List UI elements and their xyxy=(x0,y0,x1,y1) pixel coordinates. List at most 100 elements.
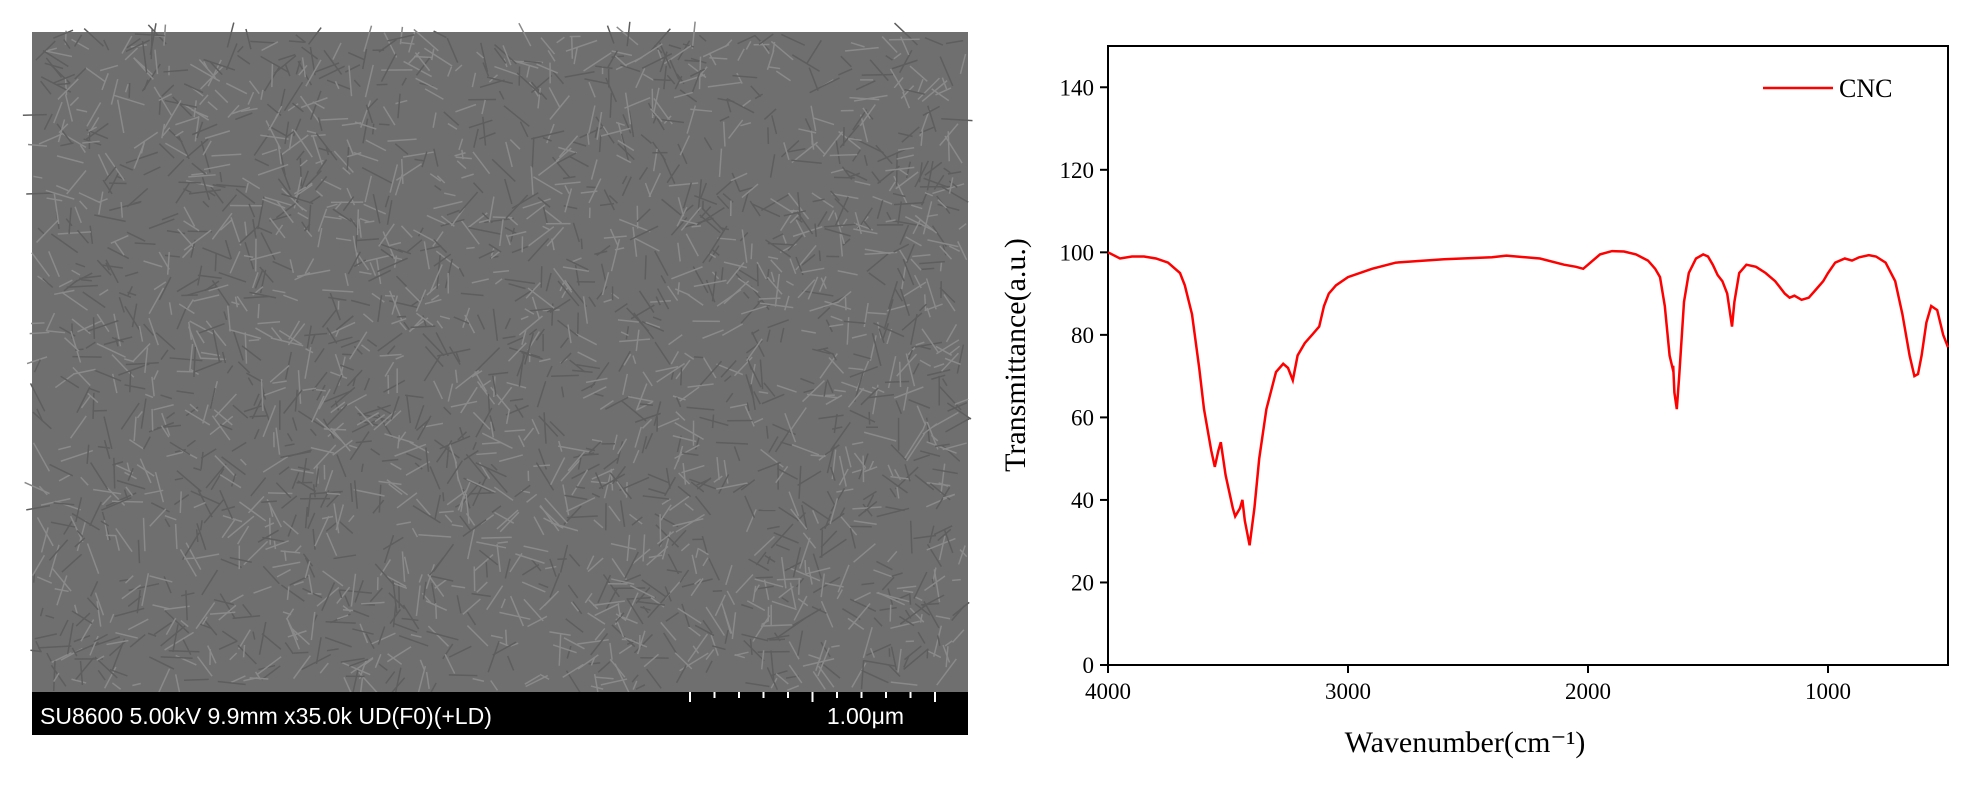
fiber xyxy=(823,381,828,397)
fiber xyxy=(218,640,238,651)
fiber xyxy=(102,179,113,195)
fiber xyxy=(259,269,267,294)
fiber xyxy=(230,675,246,684)
fiber xyxy=(502,45,512,66)
fiber xyxy=(496,544,502,572)
fiber xyxy=(941,77,948,90)
fiber xyxy=(834,197,849,213)
fiber xyxy=(564,188,573,213)
fiber xyxy=(126,462,131,472)
fiber xyxy=(333,150,354,173)
fiber xyxy=(218,271,247,283)
fiber xyxy=(887,664,901,678)
fiber xyxy=(926,441,957,454)
fiber xyxy=(923,294,927,311)
fiber xyxy=(155,332,176,351)
fiber xyxy=(93,488,122,495)
fiber xyxy=(684,59,700,63)
fiber xyxy=(679,451,699,456)
fiber xyxy=(138,325,144,342)
fiber xyxy=(200,448,217,459)
fiber xyxy=(424,345,444,368)
fiber xyxy=(839,507,846,516)
fiber xyxy=(730,172,748,182)
fiber xyxy=(817,660,841,679)
fiber xyxy=(518,353,525,387)
fiber xyxy=(845,169,868,181)
fiber xyxy=(160,625,186,647)
fiber xyxy=(498,219,504,247)
fiber xyxy=(820,529,824,558)
fiber xyxy=(422,333,445,357)
fiber xyxy=(670,350,680,365)
fiber xyxy=(42,50,69,68)
fiber xyxy=(766,329,771,342)
fiber xyxy=(514,404,524,418)
fiber xyxy=(54,587,69,593)
fiber xyxy=(429,466,441,490)
fiber xyxy=(112,94,145,106)
fiber xyxy=(770,40,794,61)
fiber xyxy=(551,69,565,85)
fiber xyxy=(435,332,449,357)
fiber xyxy=(598,473,626,490)
fiber xyxy=(161,212,179,221)
fiber xyxy=(322,570,344,587)
fiber xyxy=(79,144,86,153)
fiber xyxy=(686,105,697,134)
fiber xyxy=(939,287,956,304)
fiber xyxy=(726,262,745,285)
fiber xyxy=(219,490,234,519)
fiber xyxy=(819,538,847,559)
fiber xyxy=(682,43,695,48)
fiber xyxy=(798,128,817,134)
fiber xyxy=(361,254,394,263)
fiber xyxy=(97,669,106,681)
fiber xyxy=(560,352,572,365)
fiber xyxy=(503,105,530,127)
fiber xyxy=(523,427,535,441)
fiber xyxy=(628,513,643,525)
fiber xyxy=(464,314,476,334)
fiber xyxy=(602,125,609,135)
fiber xyxy=(766,276,783,295)
fiber xyxy=(111,500,144,503)
fiber xyxy=(615,121,625,127)
fiber xyxy=(303,223,311,232)
fiber xyxy=(101,495,112,506)
fiber xyxy=(812,553,823,579)
fiber xyxy=(549,558,557,577)
fiber xyxy=(148,656,175,670)
fiber xyxy=(591,492,600,498)
fiber xyxy=(244,242,255,270)
fiber xyxy=(472,677,485,682)
fiber xyxy=(359,678,364,693)
fiber xyxy=(493,486,514,501)
fiber xyxy=(784,561,803,572)
fiber xyxy=(642,495,670,500)
fiber xyxy=(434,494,441,520)
fiber xyxy=(330,371,348,380)
fiber xyxy=(66,170,87,195)
fiber xyxy=(849,527,857,549)
fiber xyxy=(372,499,385,514)
fiber xyxy=(243,677,258,682)
fiber xyxy=(596,285,608,300)
fiber xyxy=(831,426,843,430)
fiber xyxy=(180,620,189,628)
fiber xyxy=(40,80,52,95)
fiber xyxy=(377,405,394,416)
fiber xyxy=(801,380,825,403)
fiber xyxy=(551,156,571,179)
fiber xyxy=(539,505,560,526)
fiber xyxy=(319,662,329,674)
fiber xyxy=(573,47,578,65)
fiber xyxy=(583,52,612,72)
fiber xyxy=(362,313,374,323)
fiber xyxy=(900,36,910,56)
fiber xyxy=(465,453,488,480)
fiber xyxy=(306,325,312,349)
fiber xyxy=(588,296,597,308)
fiber xyxy=(363,657,374,666)
sem-panel: SU8600 5.00kV 9.9mm x35.0k UD(F0)(+LD) 1… xyxy=(22,21,973,735)
